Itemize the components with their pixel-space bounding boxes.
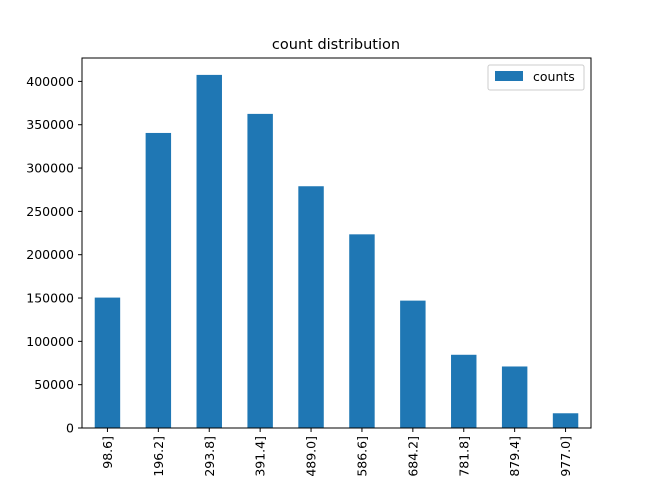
legend-label: counts [533, 69, 575, 84]
x-axis: 98.6] 196.2] 293.8] 391.4] 489.0] 586.6] 684.2… [100, 428, 573, 477]
y-tick-label: 350000 [26, 117, 74, 132]
bar [501, 366, 528, 428]
x-tick-label: 879.4] [507, 436, 522, 477]
y-tick-label: 200000 [26, 247, 74, 262]
y-tick-label: 150000 [26, 291, 74, 306]
x-tick-label: 586.6] [354, 436, 369, 477]
x-tick-label: 684.2] [405, 436, 420, 477]
y-tick-label: 400000 [26, 74, 74, 89]
y-tick-label: 250000 [26, 204, 74, 219]
bar [145, 132, 172, 428]
x-tick-label: 293.8] [202, 436, 217, 477]
bar [298, 186, 324, 428]
y-tick-label: 300000 [26, 161, 74, 176]
bar [196, 74, 222, 428]
plot-frame [81, 57, 592, 429]
legend-swatch [495, 71, 523, 81]
bar [400, 300, 426, 428]
legend: counts [487, 64, 585, 91]
y-tick-label: 0 [66, 421, 74, 436]
x-tick-label: 781.8] [456, 436, 471, 477]
x-tick-label: 196.2] [151, 436, 166, 477]
x-tick-label: 977.0] [558, 436, 573, 477]
bar [247, 113, 273, 429]
bar [451, 354, 477, 428]
y-tick-label: 100000 [26, 334, 74, 349]
bar [552, 413, 579, 428]
y-axis: 0 50000 100000 150000 200000 250000 300000 3500… [26, 74, 82, 436]
bar [349, 234, 375, 428]
bar [94, 297, 121, 428]
bars-group [94, 74, 579, 429]
x-tick-label: 489.0] [304, 436, 319, 477]
x-tick-label: 391.4] [253, 436, 268, 477]
y-tick-label: 50000 [34, 377, 74, 392]
x-tick-label: 98.6] [100, 436, 115, 469]
chart-title: count distribution [272, 37, 400, 53]
